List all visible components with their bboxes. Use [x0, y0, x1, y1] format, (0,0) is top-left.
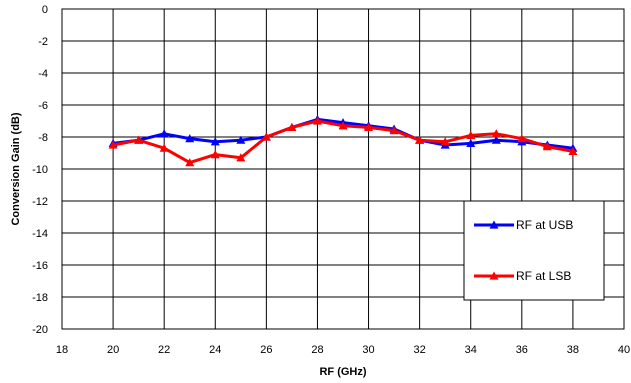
- data-point: [415, 135, 425, 144]
- data-point: [185, 158, 195, 167]
- series-layer: [108, 114, 578, 167]
- y-tick-label: -16: [32, 260, 48, 272]
- data-point: [287, 122, 297, 131]
- data-point: [108, 140, 118, 149]
- data-point: [542, 142, 552, 151]
- legend-item: RF at USB: [474, 218, 573, 232]
- y-tick-label: -10: [32, 164, 48, 176]
- data-point: [236, 135, 246, 144]
- legend: RF at USB RF at LSB: [463, 200, 605, 301]
- legend-label: RF at USB: [516, 218, 573, 232]
- x-axis-title: RF (GHz): [319, 366, 366, 378]
- y-tick-label: -4: [38, 68, 48, 80]
- data-point: [185, 134, 195, 143]
- x-tick-label: 30: [362, 344, 374, 356]
- data-point: [159, 129, 169, 138]
- legend-label: RF at LSB: [516, 269, 571, 283]
- data-point: [440, 137, 450, 146]
- legend-box: [463, 200, 605, 301]
- x-tick-label: 20: [107, 344, 119, 356]
- y-tick-label: -8: [38, 132, 48, 144]
- plot-area-frame: [61, 8, 625, 330]
- data-point: [568, 146, 578, 155]
- data-point: [134, 135, 144, 144]
- data-point: [491, 135, 501, 144]
- data-point: [364, 122, 374, 131]
- data-point: [466, 138, 476, 147]
- data-point: [236, 153, 246, 162]
- x-tick-label: 24: [209, 344, 221, 356]
- data-point: [210, 137, 220, 146]
- x-tick-label: 36: [516, 344, 528, 356]
- y-tick-label: -18: [32, 292, 48, 304]
- data-point: [159, 143, 169, 152]
- x-axis-tick-labels: 18 20 22 24 26 28 30 32 34 36 38 40: [56, 344, 630, 356]
- data-point: [312, 116, 322, 125]
- x-tick-label: 26: [260, 344, 272, 356]
- x-tick-label: 22: [158, 344, 170, 356]
- x-tick-label: 34: [465, 344, 477, 356]
- data-point: [491, 129, 501, 138]
- series-2: [108, 116, 578, 167]
- data-point: [210, 150, 220, 159]
- data-point: [389, 126, 399, 135]
- y-tick-label: -2: [38, 36, 48, 48]
- y-tick-label: -6: [38, 100, 48, 112]
- data-point: [338, 121, 348, 130]
- x-tick-label: 28: [311, 344, 323, 356]
- y-tick-label: -20: [32, 324, 48, 336]
- legend-item: RF at LSB: [474, 269, 571, 283]
- y-axis-tick-labels: 0 -2 -4 -6 -8 -10 -12 -14 -16 -18 -20: [32, 4, 48, 336]
- x-tick-label: 40: [618, 344, 630, 356]
- data-point: [466, 130, 476, 139]
- y-tick-label: 0: [42, 4, 48, 16]
- legend-swatch-marker: [489, 271, 499, 280]
- series-1: [108, 114, 578, 152]
- x-tick-label: 18: [56, 344, 68, 356]
- legend-swatch-marker: [489, 220, 499, 229]
- y-tick-label: -14: [32, 228, 48, 240]
- y-tick-label: -12: [32, 196, 48, 208]
- data-point: [517, 134, 527, 143]
- data-point: [261, 132, 271, 141]
- x-tick-label: 38: [567, 344, 579, 356]
- x-tick-label: 32: [414, 344, 426, 356]
- y-axis-title: Conversion Gain (dB): [10, 112, 22, 225]
